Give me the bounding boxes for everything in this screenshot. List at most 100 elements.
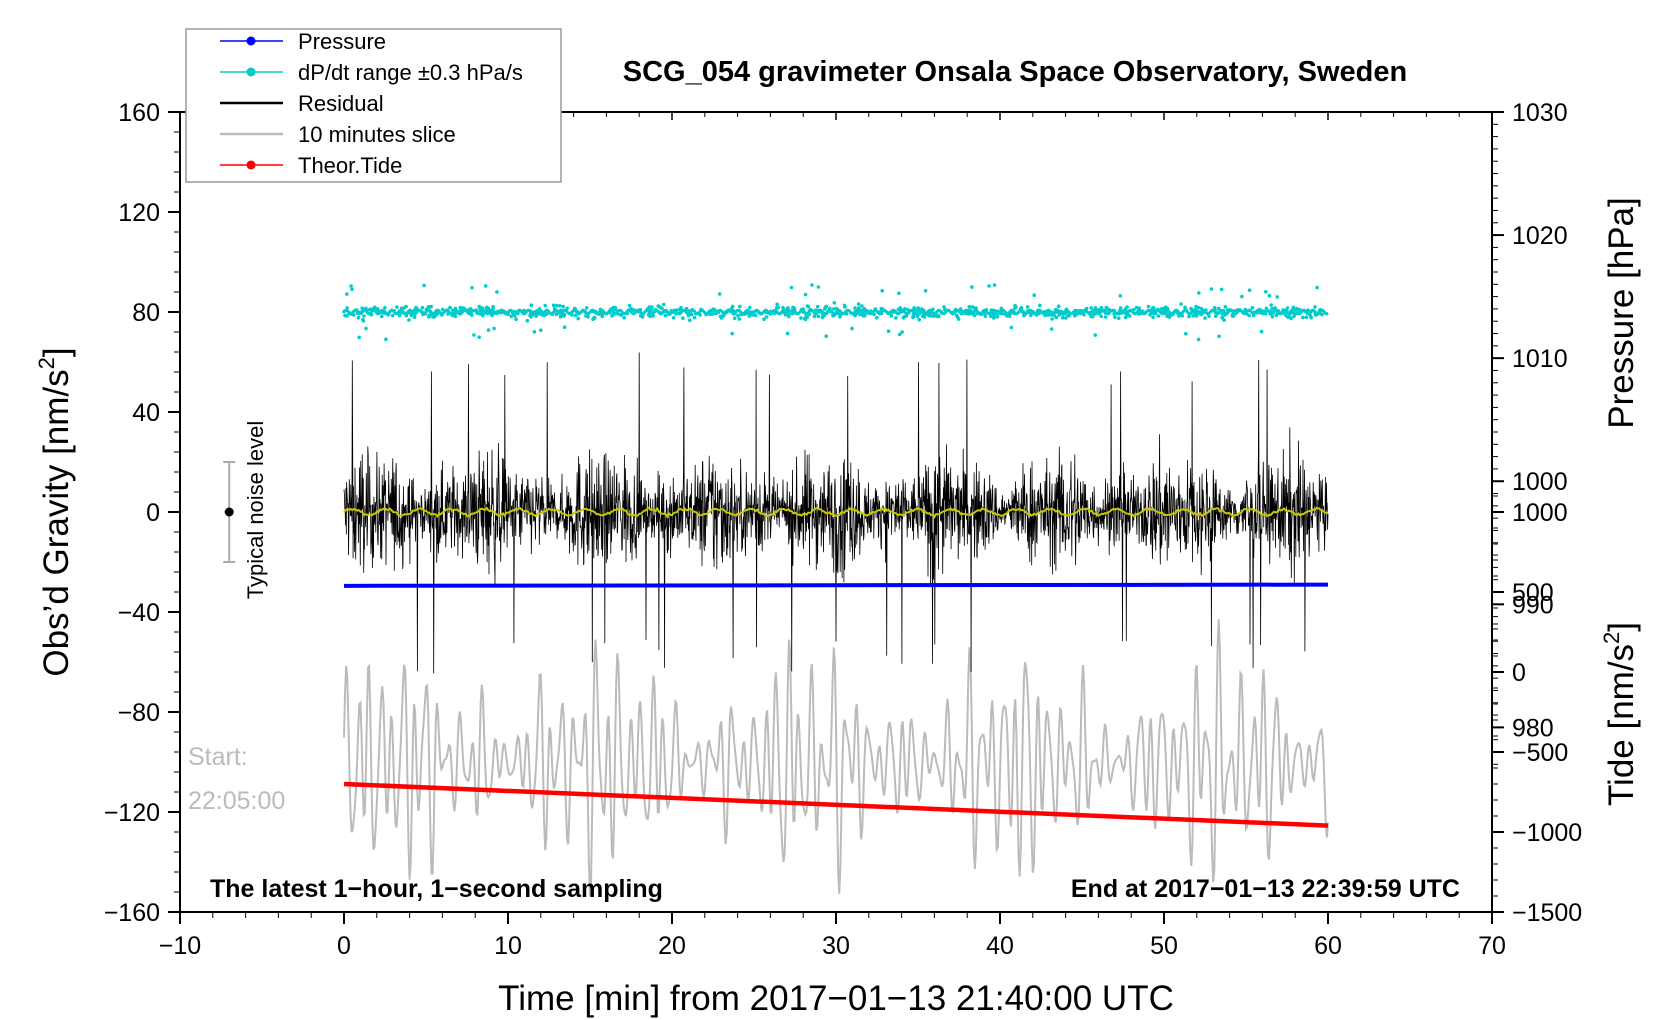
- dpdt-point: [832, 301, 837, 305]
- dpdt-point: [987, 284, 991, 288]
- dpdt-point: [662, 302, 666, 307]
- dpdt-point: [1251, 313, 1256, 318]
- dpdt-point: [619, 313, 623, 317]
- dpdt-point: [1125, 305, 1129, 309]
- dpdt-point: [1049, 327, 1054, 331]
- dpdt-point: [632, 308, 637, 312]
- dpdt-point: [591, 309, 595, 314]
- x-tick-label: 0: [337, 932, 351, 960]
- dpdt-point: [755, 309, 759, 313]
- dpdt-point: [1012, 311, 1016, 316]
- dpdt-point: [673, 310, 677, 315]
- dpdt-point: [936, 313, 940, 318]
- dpdt-point: [1220, 315, 1225, 320]
- legend-label: Residual: [298, 91, 384, 116]
- dpdt-point: [858, 312, 862, 317]
- dpdt-point: [1113, 315, 1117, 320]
- tide-label-prefix: Tide [nm/s: [1602, 644, 1641, 806]
- dpdt-point: [558, 304, 562, 308]
- dpdt-point: [1250, 306, 1255, 310]
- dpdt-point: [718, 314, 723, 319]
- dpdt-point: [380, 314, 384, 319]
- dpdt-point: [483, 284, 488, 288]
- dpdt-point: [816, 285, 821, 289]
- dpdt-point: [481, 312, 486, 316]
- dpdt-point: [889, 311, 893, 316]
- dpdt-point: [1009, 310, 1013, 315]
- dpdt-point: [1213, 314, 1218, 319]
- y-tide-tick-label: −1500: [1512, 899, 1582, 927]
- dpdt-point: [561, 304, 565, 309]
- dpdt-point: [658, 311, 663, 315]
- dpdt-point: [1194, 304, 1198, 309]
- dpdt-point: [925, 312, 929, 317]
- dpdt-point: [445, 308, 450, 313]
- y-tide-tick-label: 1000: [1512, 499, 1568, 527]
- dpdt-point: [1264, 306, 1269, 311]
- dpdt-point: [989, 314, 993, 319]
- dpdt-point: [737, 317, 742, 321]
- dpdt-point: [1216, 306, 1221, 311]
- dpdt-point: [1081, 309, 1086, 313]
- dpdt-point: [693, 311, 698, 316]
- dpdt-point: [368, 307, 372, 312]
- dpdt-point: [408, 311, 412, 315]
- dpdt-point: [898, 307, 903, 311]
- dpdt-point: [975, 311, 980, 316]
- dpdt-point: [872, 312, 876, 317]
- dpdt-point: [496, 309, 500, 314]
- dpdt-point: [1203, 316, 1207, 320]
- dpdt-point: [499, 310, 503, 315]
- y-tide-tick-label: 500: [1512, 579, 1554, 607]
- dpdt-point: [1176, 311, 1181, 316]
- dpdt-point: [971, 305, 975, 309]
- dpdt-point: [868, 309, 873, 313]
- dpdt-point: [1187, 314, 1191, 319]
- legend-label: 10 minutes slice: [298, 122, 456, 147]
- dpdt-point: [1072, 311, 1077, 315]
- dpdt-point: [1183, 305, 1187, 310]
- dpdt-point: [1064, 316, 1068, 320]
- dpdt-point: [598, 307, 603, 312]
- dpdt-point: [783, 309, 788, 313]
- dpdt-point: [959, 310, 963, 315]
- dpdt-point: [781, 305, 785, 310]
- dpdt-point: [1050, 317, 1054, 321]
- tide-line: [343, 781, 1329, 828]
- dpdt-point: [420, 305, 425, 310]
- y-left-tick-label: −40: [118, 599, 160, 627]
- dpdt-point: [903, 307, 907, 311]
- dpdt-point: [824, 311, 829, 316]
- dpdt-point: [467, 310, 472, 315]
- dpdt-point: [607, 310, 612, 315]
- x-tick-label: 50: [1150, 932, 1178, 960]
- dpdt-point: [1303, 309, 1308, 314]
- dpdt-point: [1259, 329, 1264, 334]
- y-pressure-axis-label: Pressure [hPa]: [1602, 197, 1641, 429]
- dpdt-point: [1118, 310, 1122, 314]
- dpdt-point: [834, 306, 839, 311]
- start-label: Start:: [188, 743, 248, 771]
- dpdt-point: [983, 314, 987, 319]
- dpdt-point: [1213, 309, 1218, 313]
- dpdt-point: [1284, 313, 1288, 318]
- dpdt-point: [1054, 315, 1059, 320]
- dpdt-point: [532, 330, 537, 334]
- dpdt-point: [1199, 312, 1204, 317]
- dpdt-point: [1320, 312, 1324, 317]
- dpdt-point: [424, 309, 429, 314]
- dpdt-point: [989, 308, 993, 313]
- dpdt-point: [1046, 311, 1051, 316]
- dpdt-point: [522, 308, 526, 313]
- dpdt-point: [803, 317, 808, 322]
- dpdt-point: [992, 283, 997, 287]
- dpdt-point: [1196, 337, 1201, 342]
- dpdt-point: [807, 309, 812, 313]
- dpdt-point: [917, 317, 921, 322]
- dpdt-point: [1146, 304, 1151, 309]
- dpdt-point: [355, 308, 359, 312]
- dpdt-point: [625, 311, 629, 316]
- dpdt-point: [358, 311, 362, 316]
- dpdt-point: [1082, 313, 1086, 317]
- dpdt-point: [1275, 295, 1279, 299]
